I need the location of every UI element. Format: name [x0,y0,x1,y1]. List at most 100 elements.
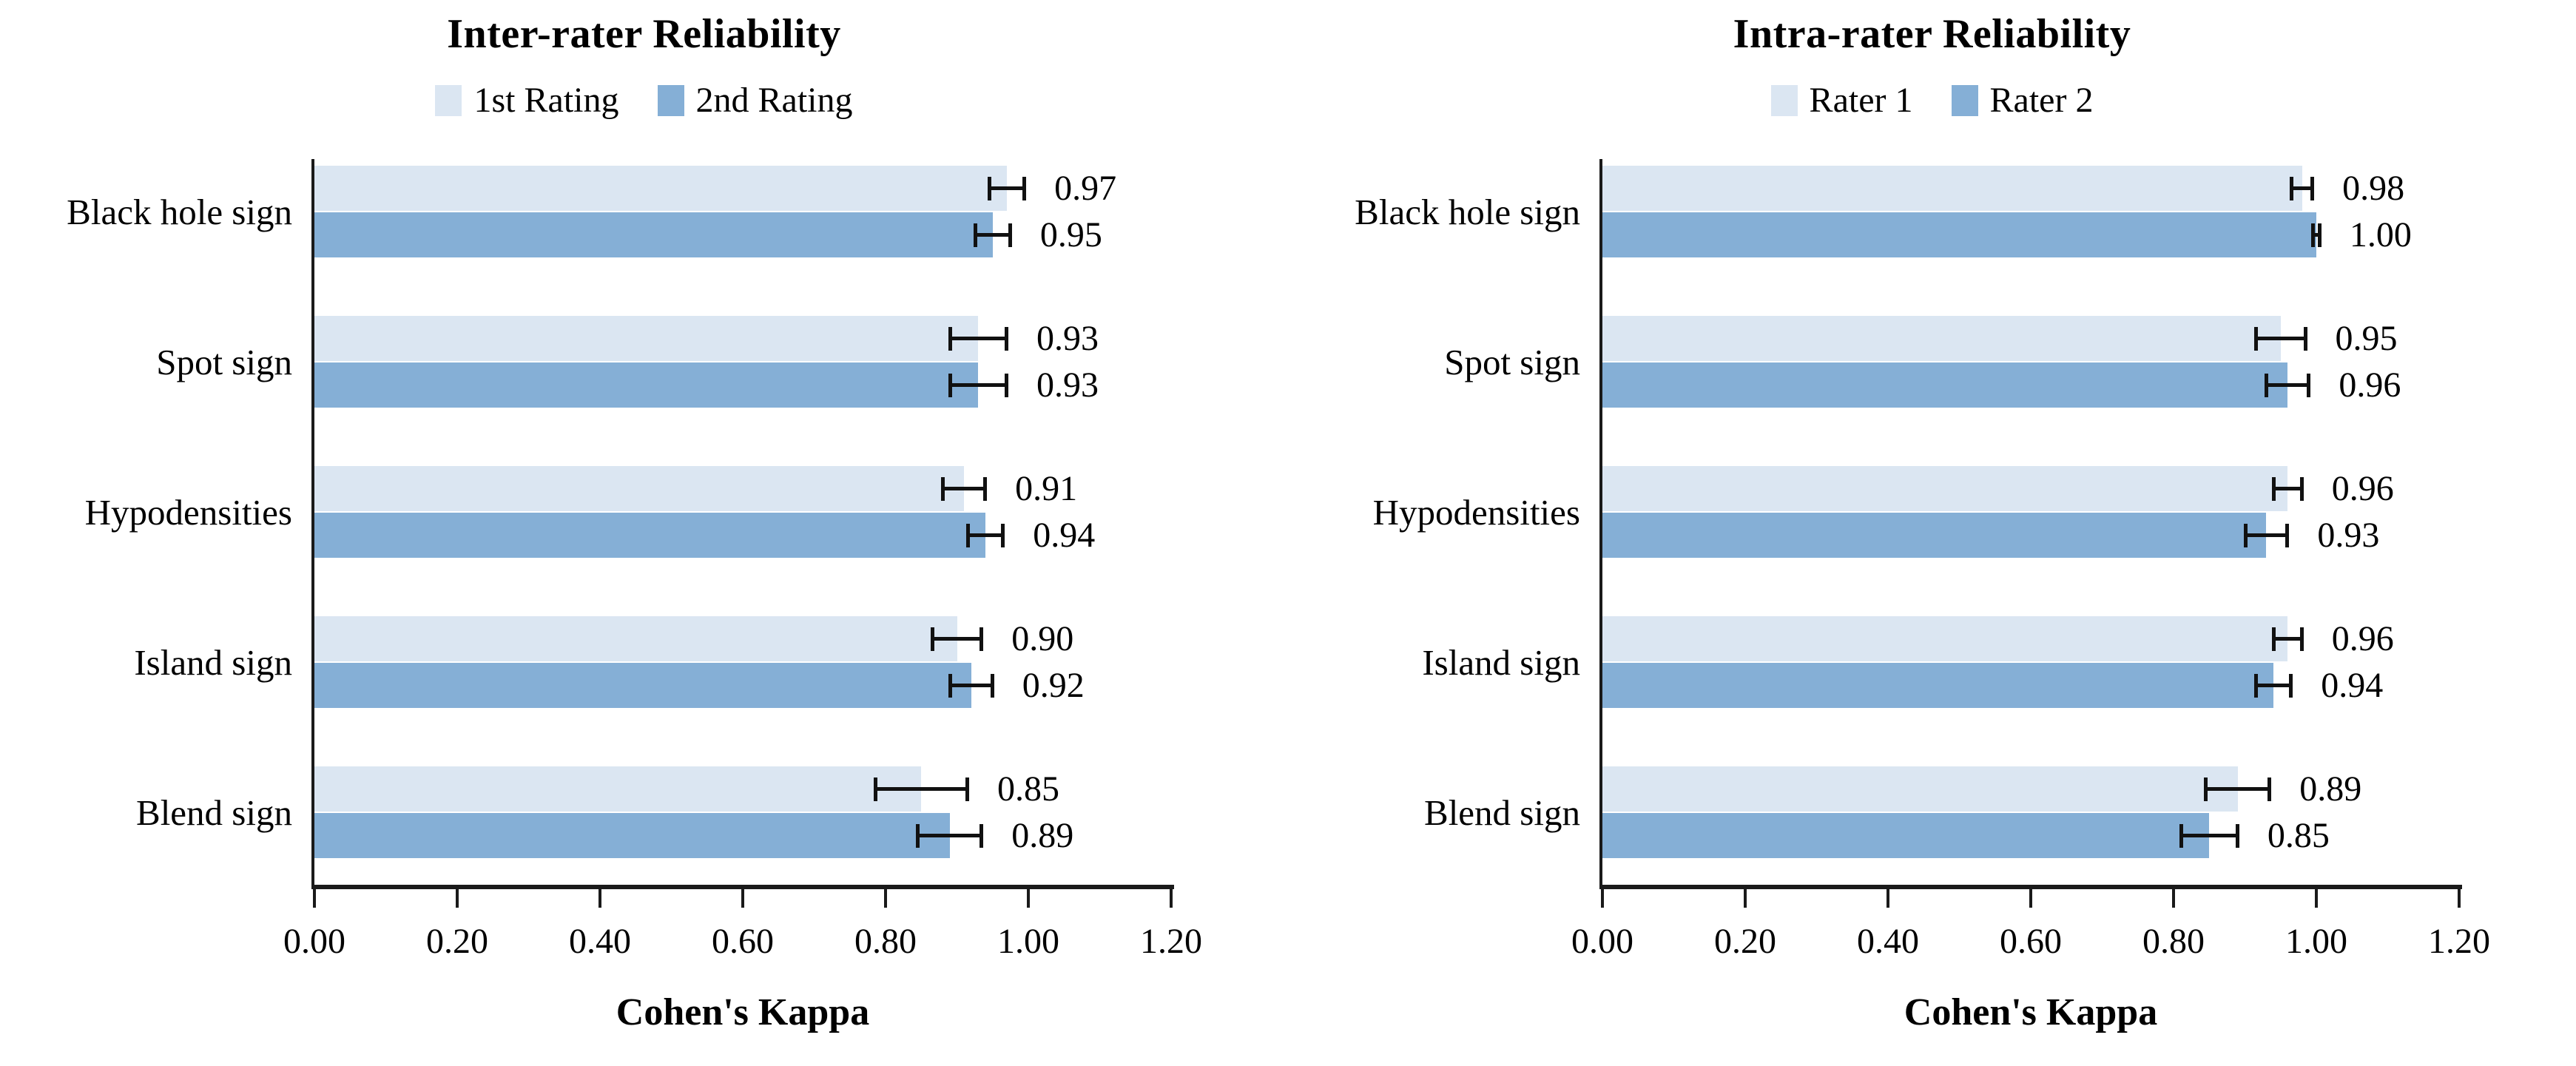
y-axis-line [1599,159,1602,888]
bar-series1-island-sign [1602,616,2288,661]
category-label: Blend sign [136,792,292,833]
error-bar-cap-right [980,824,984,848]
error-bar-line [988,186,1025,190]
error-bar-line [943,487,986,490]
error-bar-line [2255,684,2292,687]
x-axis-line [1599,885,2462,889]
error-bar-cap-left [973,223,977,247]
x-axis-tick-label: 1.00 [2285,922,2347,961]
x-axis-title: Cohen's Kappa [1904,991,2158,1033]
legend-swatch-icon [657,84,684,116]
error-bar-cap-left [965,524,970,547]
error-bar-cap-right [2299,477,2304,501]
category-label: Island sign [1422,642,1580,683]
category-label: Hypodensities [1372,492,1580,533]
error-bar-cap-right [2310,177,2315,200]
error-bar-line [2245,533,2288,537]
legend-label: 2nd Rating [695,81,853,120]
bar-value-label: 0.97 [1054,169,1117,208]
error-bar-cap-right [983,477,988,501]
bar-value-label: 0.96 [2339,365,2401,405]
bar-series1-black-hole-sign [1602,166,2302,211]
error-bar-cap-left [2272,477,2276,501]
x-axis-line [311,885,1174,889]
error-bar-line [2255,337,2306,340]
error-bar-cap-right [2303,327,2307,351]
error-bar-cap-left [873,777,877,801]
error-bar-cap-left [2243,524,2248,547]
bar-series1-hypodensities [314,466,965,511]
bar-value-label: 0.85 [997,769,1059,809]
error-bar-cap-left [916,824,920,848]
chart-legend: 1st Rating 2nd Rating [0,80,1288,121]
error-bar-cap-right [2268,777,2272,801]
error-bar-line [2180,834,2238,837]
error-bar-line [874,787,968,791]
bar-series1-spot-sign [314,316,979,361]
bar-series2-spot-sign [1602,362,2288,408]
x-axis-tick [1601,889,1604,908]
chart-legend: Rater 1 Rater 2 [1288,80,2576,121]
chart-title: Inter-rater Reliability [447,11,841,57]
x-axis-tick-label: 0.60 [2000,922,2062,961]
error-bar-cap-left [2272,627,2276,651]
error-bar-cap-right [1022,177,1027,200]
bar-value-label: 0.89 [1011,816,1074,855]
error-bar-line [2273,637,2302,641]
error-bar-cap-right [990,674,994,698]
error-bar-cap-right [2235,824,2239,848]
bar-series2-blend-sign [314,813,950,858]
chart-title: Intra-rater Reliability [1733,11,2131,57]
bar-series2-black-hole-sign [314,212,993,257]
x-axis-tick-label: 0.00 [283,922,345,961]
legend-label: Rater 1 [1809,81,1913,120]
bar-series1-island-sign [314,616,957,661]
legend-label: 1st Rating [473,81,619,120]
error-bar-cap-right [2289,674,2293,698]
error-bar-cap-right [2317,223,2322,247]
bar-series2-island-sign [1602,663,2274,708]
error-bar-cap-left [2290,177,2294,200]
legend-item-1: 1st Rating [435,80,619,121]
error-bar-cap-right [1001,524,1005,547]
error-bar-line [931,637,982,641]
error-bar-cap-right [1005,374,1009,397]
legend-swatch-icon [1770,84,1798,116]
bar-series1-black-hole-sign [314,166,1008,211]
legend-item-2: 2nd Rating [657,80,853,121]
category-label: Spot sign [1444,342,1580,382]
error-bar-line [967,533,1004,537]
inter-rater-chart-panel: Inter-rater Reliability 1st Rating 2nd Ra… [0,11,1288,1033]
bar-series2-black-hole-sign [1602,212,2316,257]
error-bar-line [2205,787,2270,791]
x-axis-tick-label: 1.20 [2428,922,2490,961]
error-bar-line [949,684,993,687]
x-axis-tick [1887,889,1889,908]
bar-value-label: 0.94 [1033,516,1096,555]
error-bar-cap-right [2307,374,2311,397]
bar-series2-hypodensities [1602,513,2267,558]
legend-item-1: Rater 1 [1770,80,1913,121]
error-bar-cap-left [948,374,952,397]
x-axis-tick-label: 0.80 [854,922,917,961]
x-axis-tick [884,889,887,908]
bar-series1-spot-sign [1602,316,2281,361]
bar-value-label: 0.96 [2331,619,2394,658]
error-bar-line [949,383,1008,387]
bar-series2-blend-sign [1602,813,2210,858]
error-bar-line [2313,233,2320,237]
x-axis-tick-label: 1.00 [997,922,1059,961]
x-axis-tick-label: 0.20 [1714,922,1776,961]
bar-value-label: 0.92 [1022,666,1085,705]
x-axis-tick [1027,889,1030,908]
category-label: Hypodensities [84,492,292,533]
category-label: Black hole sign [67,192,292,232]
bar-value-label: 0.85 [2267,816,2330,855]
bar-value-label: 0.94 [2321,666,2384,705]
error-bar-line [2291,186,2313,190]
error-bar-cap-left [930,627,934,651]
bar-value-label: 0.98 [2342,169,2405,208]
intra-rater-chart-panel: Intra-rater Reliability Rater 1 Rater 2 C… [1288,0,2576,1066]
error-bar-cap-right [2299,627,2304,651]
x-axis-tick-label: 0.80 [2142,922,2205,961]
